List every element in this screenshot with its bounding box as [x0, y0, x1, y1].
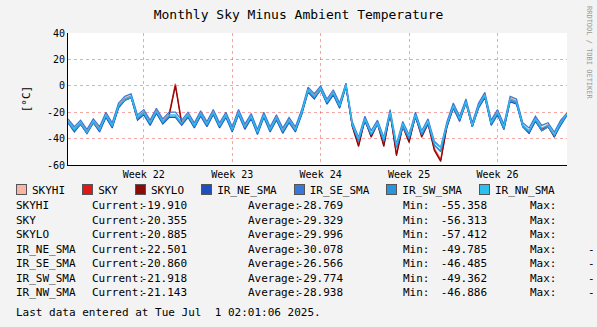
html-text:-21.143: -21.143	[140, 286, 187, 299]
html-text:Min:: Min:	[403, 257, 430, 270]
html-text:-30.078: -30.078	[296, 242, 343, 256]
html-text:-26.566: -26.566	[296, 257, 343, 270]
html-text:Current:: Current:	[92, 242, 145, 256]
html-text:Min:: Min:	[403, 213, 430, 227]
html-text:-29.996: -29.996	[296, 228, 343, 241]
html-text:Min:: Min:	[403, 228, 430, 241]
html-text:-28.769: -28.769	[296, 199, 343, 212]
html-text:IR_SE_SMA: IR_SE_SMA	[309, 184, 370, 197]
svg-text:[°C]: [°C]	[20, 86, 33, 113]
html-text:Max:: Max:	[530, 242, 557, 256]
html-text:-20.885: -20.885	[140, 228, 187, 241]
html-text:Max:: Max:	[530, 257, 557, 270]
html-text:-21.918: -21.918	[140, 271, 187, 285]
html-text:-29.774: -29.774	[296, 271, 343, 285]
html-text:Current:: Current:	[92, 286, 145, 299]
svg-text:-40: -40	[47, 133, 65, 144]
html-text:SKYHI: SKYHI	[16, 199, 50, 212]
html-text:-49.785: -49.785	[440, 242, 487, 256]
html-text:IR_NE_SMA: IR_NE_SMA	[16, 242, 76, 256]
svg-text:0: 0	[59, 80, 65, 91]
svg-text:Week 23: Week 23	[211, 169, 253, 180]
html-text:Average:: Average:	[248, 286, 301, 299]
html-text:IR_NW_SMA: IR_NW_SMA	[16, 286, 76, 299]
html-text:RRDTOOL / TOBI OETIKER: RRDTOOL / TOBI OETIKER	[585, 6, 593, 99]
html-text:-46.886: -46.886	[440, 286, 487, 299]
svg-text:Week 25: Week 25	[388, 169, 430, 180]
svg-text:40: 40	[53, 28, 65, 39]
html-text:IR_NW_SMA: IR_NW_SMA	[495, 184, 555, 197]
html-text:Max:: Max:	[530, 199, 557, 212]
html-text:IR_NE_SMA: IR_NE_SMA	[217, 184, 277, 197]
html-text:-29.329: -29.329	[296, 213, 343, 227]
svg-text:-20: -20	[47, 107, 65, 118]
html-text:IR_SE_SMA: IR_SE_SMA	[16, 257, 76, 270]
html-text:Max:: Max:	[530, 228, 557, 241]
html-text:Current:: Current:	[92, 257, 145, 270]
html-text:Average:: Average:	[248, 257, 301, 270]
html-text:Current:: Current:	[92, 228, 145, 241]
svg-text:Week 26: Week 26	[476, 169, 518, 180]
html-text:SKY: SKY	[98, 184, 118, 197]
html-text:IR_SW_SMA: IR_SW_SMA	[402, 184, 462, 197]
svg-text:-60: -60	[47, 160, 65, 171]
html-text:Average:: Average:	[248, 228, 301, 241]
html-text:Current:: Current:	[92, 213, 145, 227]
html-text:Max:: Max:	[530, 213, 557, 227]
html-text:SKYLO: SKYLO	[16, 228, 50, 241]
html-text:-46.485: -46.485	[440, 257, 487, 270]
html-text:-20.860: -20.860	[140, 257, 187, 270]
svg-text:Week 24: Week 24	[300, 169, 342, 180]
html-text:Average:: Average:	[248, 199, 301, 212]
html-text:Min:: Min:	[403, 199, 430, 212]
html-text:Average:: Average:	[248, 271, 301, 285]
html-text:Max:: Max:	[530, 286, 557, 299]
html-text:Last data entered at Tue Jul 1: Last data entered at Tue Jul 1 02:01:06 …	[16, 306, 321, 319]
html-text:-56.313: -56.313	[440, 213, 487, 227]
svg-text:20: 20	[53, 54, 65, 65]
html-text:-49.362: -49.362	[440, 271, 487, 285]
html-text:SKY: SKY	[16, 213, 36, 227]
svg-text:Week 22: Week 22	[123, 169, 165, 180]
html-text:SKYLO: SKYLO	[151, 184, 185, 197]
html-text:-28.938: -28.938	[296, 286, 343, 299]
html-text:Min:: Min:	[403, 286, 430, 299]
html-text:Min:: Min:	[403, 271, 430, 285]
html-text:-19.910: -19.910	[140, 199, 187, 212]
html-text:Min:: Min:	[403, 242, 430, 256]
html-text:-22.501: -22.501	[140, 242, 187, 256]
html-text:Current:: Current:	[92, 271, 145, 285]
html-text:-57.412: -57.412	[440, 228, 487, 241]
html-text:Max:: Max:	[530, 271, 557, 285]
html-text:SKYHI: SKYHI	[32, 184, 66, 197]
html-text:-20.355: -20.355	[140, 213, 187, 227]
html-text:IR_SW_SMA: IR_SW_SMA	[16, 271, 76, 285]
html-text:Current:: Current:	[92, 199, 145, 212]
html-text:-55.358: -55.358	[440, 199, 487, 212]
html-text:Average:: Average:	[248, 213, 301, 227]
html-text:Average:: Average:	[248, 242, 301, 256]
svg-text:Monthly Sky Minus Ambient Temp: Monthly Sky Minus Ambient Temperature	[154, 7, 444, 22]
